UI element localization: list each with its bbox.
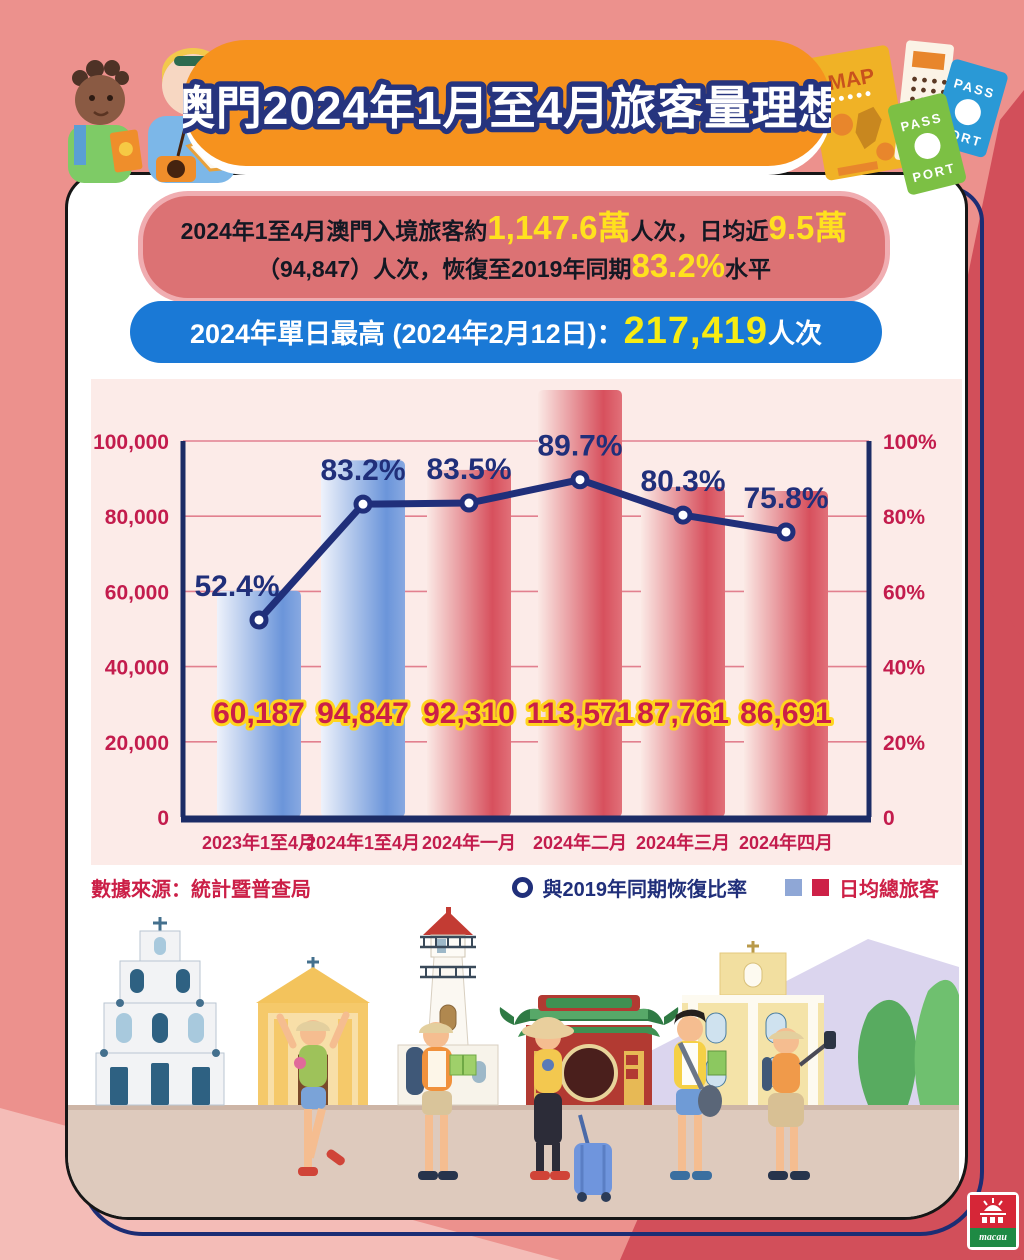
- logo-emblem: [970, 1195, 1016, 1228]
- macau-scenery-illustration: [68, 907, 959, 1217]
- category-label: 2024年1至4月: [306, 832, 420, 853]
- category-label: 2024年四月: [739, 832, 833, 853]
- right-axis-tick: 0: [883, 807, 895, 830]
- text-segment: 9.5萬: [768, 209, 848, 247]
- bar-6: [744, 491, 828, 817]
- bar-5: [641, 487, 725, 817]
- text-segment: 2024年1至4月澳門入境旅客約: [180, 218, 488, 245]
- left-axis-tick: 80,000: [105, 506, 169, 529]
- left-axis-tick: 20,000: [105, 732, 169, 755]
- bar-value-label: 92,310: [423, 697, 515, 730]
- text-segment: 2024年單日最高 (2024年2月12日)：: [189, 319, 624, 350]
- suitcase: [574, 1114, 612, 1202]
- right-axis-tick: 20%: [883, 732, 925, 755]
- line-marker: [459, 493, 479, 513]
- bar-3: [427, 469, 511, 817]
- line-marker: [570, 470, 590, 490]
- peak-day-text: 2024年單日最高 (2024年2月12日)： 217,419 人次: [190, 310, 822, 354]
- bar-2: [321, 460, 405, 817]
- data-source: 數據來源：統計暨普查局: [91, 878, 311, 901]
- tourist-waving-woman: [276, 1011, 350, 1176]
- line-legend-marker-icon: [511, 876, 533, 898]
- text-segment: （94,847）人次，恢復至2019年同期: [256, 256, 632, 282]
- travel-items-illustration: MAP PASS PORT PASS PORT: [805, 40, 1008, 195]
- text-segment: 217,419: [623, 310, 769, 353]
- road: [68, 1105, 959, 1217]
- line-legend-label: 與2019年同期恢復比率: [542, 878, 748, 901]
- tourist-woman-suitcase: [522, 1017, 612, 1202]
- line-value-label: 83.2%: [320, 454, 405, 487]
- left-axis-tick: 40,000: [105, 657, 169, 680]
- chart-panel: 60,187 94,847 92,310 113,571 87,761 86,691 52.…: [91, 379, 962, 865]
- bar-4: [538, 389, 622, 817]
- category-label: 2024年二月: [533, 832, 627, 853]
- chart-legend: 與2019年同期恢復比率 日均總旅客: [511, 873, 939, 902]
- right-axis-tick: 80%: [883, 506, 925, 529]
- category-label: 2023年1至4月: [202, 832, 316, 853]
- line-value-label: 80.3%: [640, 465, 725, 498]
- recovery-rate-line: [256, 476, 787, 623]
- tourist-selfie-woman: [762, 1028, 836, 1180]
- meta-row: 數據來源：統計暨普查局 與2019年同期恢復比率 日均總旅客: [91, 873, 939, 901]
- ruins-of-st-pauls: [95, 917, 225, 1106]
- text-segment: 83.2%: [631, 247, 726, 284]
- map-booklet: MAP: [805, 45, 909, 181]
- left-axis-tick: 60,000: [105, 581, 169, 604]
- text-segment: 水平: [725, 256, 772, 282]
- passport-in-hand: [109, 129, 143, 173]
- tourist-child: [68, 60, 143, 183]
- line-value-label: 83.5%: [426, 453, 511, 486]
- right-axis-tick: 40%: [883, 657, 925, 680]
- category-label: 2024年一月: [422, 832, 516, 853]
- summary-banner: 2024年1至4月澳門入境旅客約 1,147.6萬 人次，日均近 9.5萬 （94,8…: [138, 191, 890, 303]
- infographic-card: 2024年1至4月澳門入境旅客約 1,147.6萬 人次，日均近 9.5萬 （94,8…: [65, 172, 968, 1220]
- bar-1: [217, 590, 301, 817]
- line-marker: [353, 494, 373, 514]
- bar-value-label: 87,761: [637, 697, 729, 730]
- text-segment: 人次，日均近: [630, 218, 769, 245]
- line-value-label: 89.7%: [537, 430, 622, 463]
- left-axis-tick: 0: [157, 807, 169, 830]
- title-banner-svg: 澳門2024年1月至4月旅客量理想: [183, 77, 831, 140]
- title-banner: 澳門2024年1月至4月旅客量理想: [183, 40, 831, 166]
- tourist-backpacker: [406, 1022, 477, 1180]
- macau-tourism-logo: macau: [967, 1192, 1019, 1250]
- left-axis-tick: 100,000: [93, 431, 169, 454]
- tourist-man-map: [670, 1009, 727, 1180]
- right-axis-tick: 100%: [883, 431, 937, 454]
- summary-line-1: 2024年1至4月澳門入境旅客約 1,147.6萬 人次，日均近 9.5萬: [181, 209, 848, 247]
- category-label: 2024年三月: [636, 832, 730, 853]
- summary-line-2: （94,847）人次，恢復至2019年同期 83.2% 水平: [257, 247, 771, 285]
- bar-value-label: 94,847: [317, 697, 409, 730]
- line-marker: [776, 522, 796, 542]
- text-segment: 1,147.6萬: [487, 209, 631, 247]
- logo-wordmark: macau: [979, 1232, 1007, 1243]
- passport-green: PASS PORT: [888, 93, 966, 195]
- line-marker: [249, 610, 269, 630]
- text-segment: 人次: [768, 319, 823, 350]
- bar-value-label: 60,187: [213, 697, 305, 730]
- trees: [858, 979, 959, 1105]
- visitors-chart: 60,187 94,847 92,310 113,571 87,761 86,691 52.…: [93, 389, 937, 853]
- bar-legend-blue-icon: [785, 878, 802, 896]
- bar-legend-red-icon: [812, 878, 829, 896]
- ama-temple: [499, 995, 679, 1105]
- line-value-label: 52.4%: [194, 570, 279, 603]
- logo-wordmark-band: macau: [970, 1228, 1016, 1247]
- bar-value-label: 86,691: [740, 697, 832, 730]
- line-value-label: 75.8%: [743, 482, 828, 515]
- page-title: 澳門2024年1月至4月旅客量理想: [183, 82, 831, 134]
- bar-value-label: 113,571: [527, 697, 634, 730]
- peak-day-banner: 2024年單日最高 (2024年2月12日)： 217,419 人次: [130, 301, 882, 363]
- right-axis-tick: 60%: [883, 581, 925, 604]
- logo-facade-icon: [980, 1198, 1006, 1223]
- line-marker: [673, 505, 693, 525]
- bar-legend-label: 日均總旅客: [839, 878, 939, 901]
